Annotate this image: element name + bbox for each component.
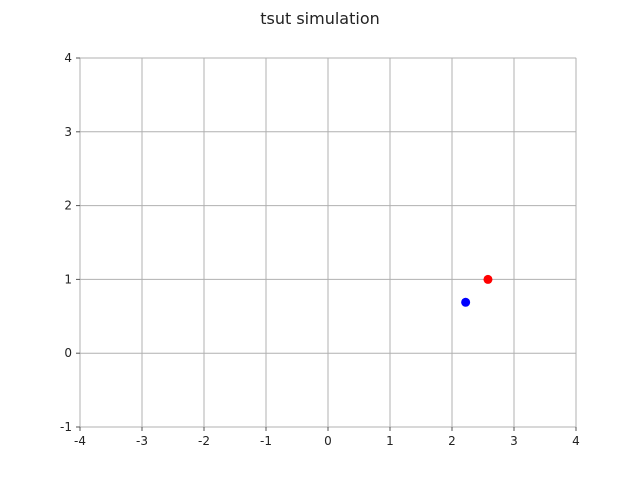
scatter-points <box>461 274 493 307</box>
x-axis-ticks: -4 -3 -2 -1 0 1 2 3 4 <box>74 427 580 448</box>
x-tick-label: 3 <box>510 434 518 448</box>
y-tick-label: -1 <box>60 420 72 434</box>
x-tick-label: 2 <box>448 434 456 448</box>
y-axis-ticks: -1 0 1 2 3 4 <box>60 51 80 434</box>
x-tick-label: -3 <box>136 434 148 448</box>
x-tick-label: 4 <box>572 434 580 448</box>
data-point <box>461 297 471 307</box>
chart-title: tsut simulation <box>260 9 380 28</box>
y-tick-label: 2 <box>64 199 72 213</box>
grid-lines <box>79 57 577 428</box>
y-tick-label: 4 <box>64 51 72 65</box>
x-tick-label: 0 <box>324 434 332 448</box>
x-tick-label: -1 <box>260 434 272 448</box>
y-tick-label: 0 <box>64 346 72 360</box>
y-tick-label: 1 <box>64 272 72 286</box>
x-tick-label: 1 <box>386 434 394 448</box>
data-point <box>483 274 493 284</box>
y-tick-label: 3 <box>64 125 72 139</box>
x-tick-label: -4 <box>74 434 86 448</box>
x-tick-label: -2 <box>198 434 210 448</box>
